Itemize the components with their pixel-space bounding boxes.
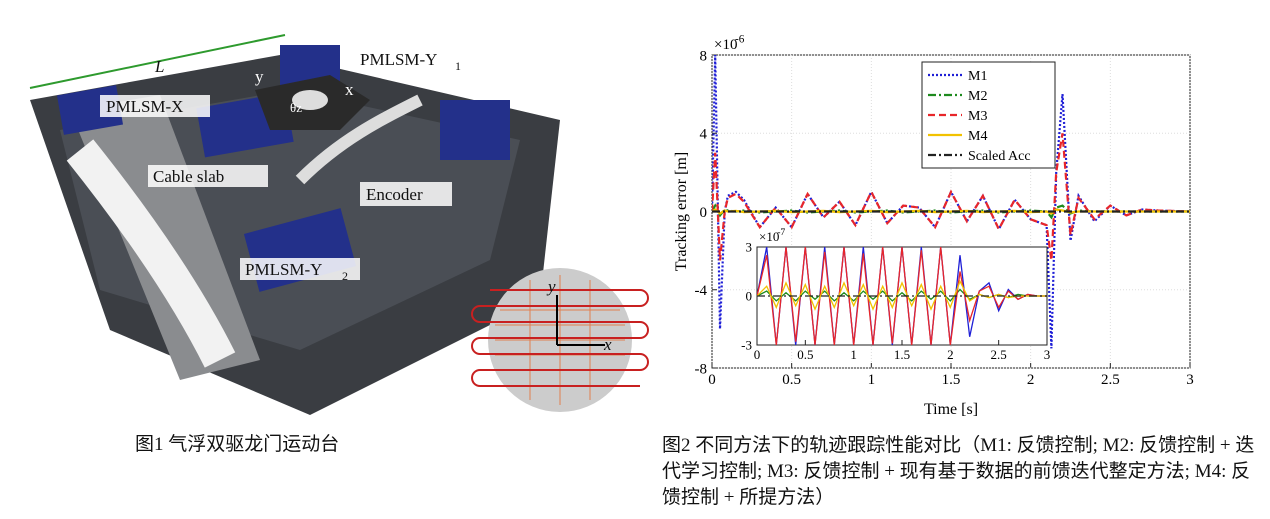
series-line: [712, 203, 1190, 220]
y-tick-label: 0: [746, 289, 753, 304]
cable-label: Cable slab: [153, 167, 224, 186]
series-line: [712, 208, 1190, 215]
axis-label: x: [603, 335, 612, 354]
series-line: [712, 55, 1190, 349]
y-tick-label: 4: [700, 127, 708, 143]
legend-label: M3: [968, 109, 987, 124]
x-tick-label: 1: [868, 372, 876, 388]
motor-label: PMLSM-X: [106, 97, 183, 116]
legend-label: Scaled Acc: [968, 149, 1031, 164]
legend-label: M4: [968, 129, 987, 144]
axis-label: y: [546, 277, 556, 296]
figures: L PMLSM-X PMLSM-Y 1 Cable slab Encoder P…: [29, 33, 1194, 418]
axis-label: θz: [290, 100, 302, 115]
x-axis-label: Time [s]: [924, 401, 978, 418]
x-tick-label: 1.5: [894, 347, 910, 362]
x-tick-label: 2: [1027, 372, 1035, 388]
series-line: [757, 279, 1047, 311]
x-tick-label: 0.5: [797, 347, 813, 362]
figure-caption: 图1 气浮双驱龙门运动台: [135, 434, 340, 455]
legend-label: M1: [968, 69, 987, 84]
y-tick-label: 3: [746, 240, 753, 255]
length-label: L: [154, 57, 164, 76]
x-tick-label: 1.5: [942, 372, 961, 388]
motor-label: PMLSM-Y: [245, 260, 322, 279]
series-line: [712, 133, 1190, 261]
axis-label: x: [345, 80, 354, 99]
y-tick-label: -8: [695, 361, 708, 377]
x-tick-label: 2: [947, 347, 954, 362]
y-tick-label: 8: [700, 48, 708, 64]
y-tick-label: -3: [741, 338, 752, 353]
y-tick-label: -4: [695, 283, 708, 299]
x-tick-label: 0: [754, 347, 761, 362]
y-tick-label: 0: [700, 205, 708, 221]
axis-multiplier: ×10: [759, 229, 779, 244]
chart: 0 0.5 1 1.5 2 2.5 3-303×10-7: [741, 227, 1050, 362]
axis-label: y: [255, 67, 264, 86]
encoder-label: Encoder: [366, 185, 423, 204]
legend-label: M2: [968, 89, 987, 104]
x-tick-label: 3: [1044, 347, 1051, 362]
axis-multiplier: ×10: [714, 37, 737, 53]
figure-caption: 图2 不同方法下的轨迹跟踪性能对比（M1: 反馈控制; M2: 反馈控制 + 迭…: [662, 435, 1255, 508]
series-line: [757, 247, 1047, 345]
subscript: 1: [455, 59, 461, 73]
x-tick-label: 1: [850, 347, 857, 362]
series-line: [757, 247, 1047, 345]
x-tick-label: 3: [1186, 372, 1194, 388]
axis-multiplier-exponent: -7: [777, 227, 785, 238]
x-tick-label: 2.5: [1101, 372, 1120, 388]
x-tick-label: 0: [708, 372, 716, 388]
motor-label: PMLSM-Y: [360, 50, 437, 69]
x-tick-label: 2.5: [991, 347, 1007, 362]
y-axis-label: Tracking error [m]: [673, 152, 690, 271]
x-tick-label: 0.5: [782, 372, 801, 388]
subscript: 2: [342, 269, 348, 283]
photo: L PMLSM-X PMLSM-Y 1 Cable slab Encoder P…: [29, 34, 649, 415]
axis-multiplier-exponent: -6: [735, 33, 745, 45]
